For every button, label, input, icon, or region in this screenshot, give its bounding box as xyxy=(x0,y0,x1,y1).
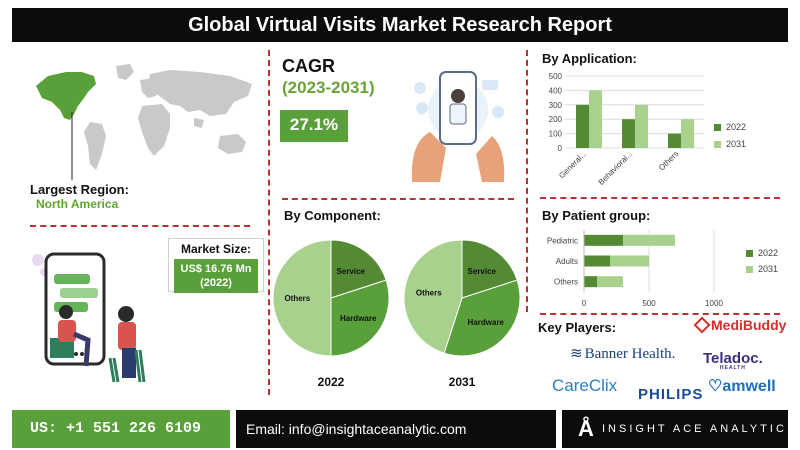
legend-swatch-2022 xyxy=(714,124,721,131)
legend-label-2022: 2022 xyxy=(758,248,778,258)
x-tick-label: 0 xyxy=(582,299,587,308)
legend-label-2031: 2031 xyxy=(726,139,746,149)
pie-slice-hardware xyxy=(443,279,521,357)
y-tick-label: 300 xyxy=(549,101,563,110)
patient-title: By Patient group: xyxy=(542,208,651,223)
bar-2022-2 xyxy=(668,133,681,148)
medibuddy-icon xyxy=(693,316,711,334)
legend-swatch-2031 xyxy=(714,141,721,148)
y-tick-label: 0 xyxy=(558,144,563,153)
bar-2031-1 xyxy=(635,104,648,148)
x-tick-label: General... xyxy=(557,149,588,180)
y-tick-label: Pediatric xyxy=(547,236,578,245)
legend-swatch-2022 xyxy=(746,250,753,257)
pie-label-service: Service xyxy=(337,267,366,276)
bar-2022-1 xyxy=(584,255,610,267)
bar-2031-1 xyxy=(610,255,649,267)
pie-slice-service xyxy=(461,239,518,299)
x-tick-label: 500 xyxy=(642,299,656,308)
pie-year-label: 2031 xyxy=(449,375,476,389)
bar-2031-0 xyxy=(589,90,602,148)
footer-email[interactable]: Email: info@insightaceanalytic.com xyxy=(236,410,556,448)
bar-2022-0 xyxy=(584,234,623,246)
y-tick-label: Adults xyxy=(556,257,578,266)
y-tick-label: 100 xyxy=(549,130,563,139)
bar-2022-0 xyxy=(576,104,589,148)
medibuddy-logo: MediBuddy xyxy=(693,316,786,334)
market-size-year: (2022) xyxy=(200,277,232,289)
divider-right xyxy=(526,50,528,312)
y-tick-label: 400 xyxy=(549,86,563,95)
divider-cagr xyxy=(282,198,514,200)
y-tick-label: 500 xyxy=(549,72,563,81)
cagr-title: CAGR xyxy=(282,56,335,76)
divider-patient xyxy=(540,313,780,315)
largest-region-label: Largest Region: xyxy=(30,182,129,197)
pie-slice-others xyxy=(403,239,463,354)
bar-2022-1 xyxy=(622,119,635,148)
pie-slice-hardware xyxy=(330,279,390,357)
market-size-amount: US$ 16.76 Mn xyxy=(180,263,252,275)
divider-left xyxy=(268,50,270,395)
brand-name: INSIGHT ACE ANALYTIC xyxy=(602,423,787,435)
pie-label-others: Others xyxy=(416,289,442,298)
banner-health-icon: ≋ xyxy=(570,346,583,362)
pie-label-others: Others xyxy=(284,294,310,303)
patient-chart: Pediatric Adults Others 0 500 1000 2022 2031 xyxy=(547,230,778,308)
y-tick-label: 200 xyxy=(549,115,563,124)
bar-2031-2 xyxy=(681,119,694,148)
application-title: By Application: xyxy=(542,51,637,66)
brand-logo-icon: Å xyxy=(578,416,594,441)
legend-label-2031: 2031 xyxy=(758,264,778,274)
y-tick-label: Others xyxy=(554,278,578,287)
divider-application xyxy=(540,197,780,199)
bar-2022-2 xyxy=(584,276,597,288)
x-tick-label: Others xyxy=(657,149,680,172)
market-size-card: Market Size: US$ 16.76 Mn (2022) xyxy=(168,238,264,293)
amwell-heart-icon: ♡ xyxy=(708,378,723,395)
application-chart: 0 100 200 300 400 500 General... Behavioral... O… xyxy=(549,72,746,187)
footer-phone[interactable]: US: +1 551 226 6109 xyxy=(12,410,230,448)
world-map xyxy=(36,64,252,180)
cagr-years: (2023-2031) xyxy=(282,78,375,97)
phone-consult-illustration xyxy=(32,252,146,383)
pie-label-hardware: Hardware xyxy=(468,318,505,327)
x-tick-label: Behavioral... xyxy=(597,149,635,187)
x-tick-label: 1000 xyxy=(705,299,723,308)
pie-year-label: 2022 xyxy=(318,375,345,389)
footer-brand: Å INSIGHT ACE ANALYTIC xyxy=(562,410,788,448)
pie-slice-service xyxy=(330,239,387,299)
divider-region xyxy=(30,225,250,227)
teladoc-logo: Teladoc. HEALTH xyxy=(703,350,763,371)
bar-2031-0 xyxy=(623,234,675,246)
market-size-label: Market Size: xyxy=(180,242,252,256)
market-size-value: US$ 16.76 Mn (2022) xyxy=(174,259,258,293)
legend-swatch-2031 xyxy=(746,266,753,273)
north-america-shape xyxy=(36,72,96,120)
banner-health-logo: ≋ Banner Health. xyxy=(570,346,676,362)
pie-slice-others xyxy=(272,239,332,357)
cagr-value: 27.1% xyxy=(280,110,348,142)
report-title: Global Virtual Visits Market Research Re… xyxy=(12,8,788,42)
philips-logo: PHILIPS xyxy=(638,386,704,403)
pie-label-service: Service xyxy=(468,267,497,276)
component-title: By Component: xyxy=(284,208,381,223)
largest-region-value: North America xyxy=(36,197,119,211)
careclix-logo: CareClix xyxy=(552,376,618,395)
legend-label-2022: 2022 xyxy=(726,122,746,132)
doctor-phone-illustration xyxy=(411,71,505,182)
amwell-logo: ♡amwell xyxy=(708,378,776,395)
pie-label-hardware: Hardware xyxy=(340,314,377,323)
component-pies: Service Hardware Others 2022 Service Hardware… xyxy=(272,239,521,389)
bar-2031-2 xyxy=(597,276,623,288)
key-players-title: Key Players: xyxy=(538,320,617,335)
